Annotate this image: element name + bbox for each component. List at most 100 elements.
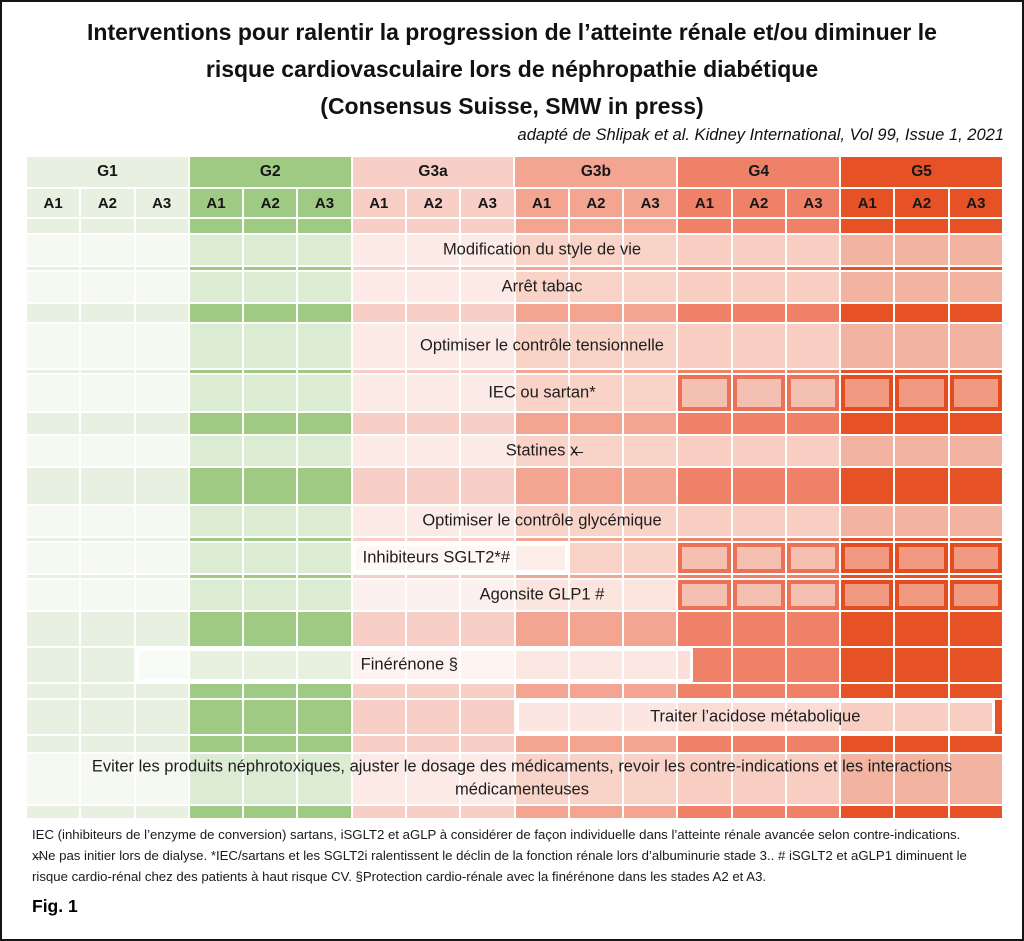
cell-g1-a1 bbox=[27, 580, 80, 610]
cell-g1-a2 bbox=[81, 580, 134, 610]
cell-g3a-a2 bbox=[406, 806, 460, 818]
cell-g3b-a2 bbox=[569, 538, 623, 541]
cell-g1-a2 bbox=[81, 413, 134, 434]
cell-g2-a1 bbox=[189, 736, 243, 752]
source-citation: adapté de Shlipak et al. Kidney Internat… bbox=[517, 126, 1004, 144]
cell-g1-a1 bbox=[27, 700, 80, 734]
cell-g4-a2 bbox=[732, 219, 785, 233]
cell-g3b-a1 bbox=[515, 267, 568, 270]
cell-g1-a2 bbox=[81, 700, 134, 734]
cell-g5-a1 bbox=[841, 272, 894, 302]
row-tensionnelle: Optimiser le contrôle tensionnelle bbox=[27, 324, 1002, 368]
cell-g5-a2 bbox=[895, 538, 948, 541]
cell-g2-a1 bbox=[189, 272, 243, 302]
cell-g1-a2 bbox=[81, 806, 134, 818]
cell-g3a-a1 bbox=[352, 575, 405, 578]
cell-g2-a2 bbox=[244, 736, 297, 752]
cell-g1-a2 bbox=[81, 235, 134, 265]
cell-g5-a1 bbox=[841, 575, 894, 578]
cell-g1-a1 bbox=[27, 506, 80, 536]
cell-g3b-a3 bbox=[624, 304, 677, 322]
spacer-row bbox=[27, 267, 1002, 270]
cell-g4-a1 bbox=[678, 575, 731, 578]
column-group-header-g4: G4 bbox=[678, 157, 840, 187]
cell-g4-a1 bbox=[678, 806, 731, 818]
cell-g5-a2 bbox=[895, 580, 948, 610]
cell-g3b-a1 bbox=[515, 468, 568, 504]
cell-g3a-a1 bbox=[352, 736, 405, 752]
cell-g4-a1 bbox=[678, 506, 731, 536]
cell-g5-a2 bbox=[895, 272, 948, 302]
cell-g5-a2 bbox=[895, 235, 948, 265]
cell-g5-a1 bbox=[841, 267, 894, 270]
cell-g5-a2 bbox=[895, 506, 948, 536]
cell-g2-a3 bbox=[298, 370, 351, 373]
cell-g5-a2 bbox=[895, 684, 948, 698]
cell-g5-a1 bbox=[841, 612, 894, 646]
cell-g3b-a2 bbox=[569, 543, 623, 573]
row-sglt2: Inhibiteurs SGLT2*# bbox=[27, 543, 1002, 573]
cell-g3a-a3 bbox=[461, 219, 514, 233]
cell-g3b-a1 bbox=[515, 612, 568, 646]
cell-g5-a2 bbox=[895, 413, 948, 434]
cell-g3b-a3 bbox=[624, 684, 677, 698]
spacer-row bbox=[27, 468, 1002, 504]
cell-g5-a2 bbox=[895, 754, 948, 804]
cell-g3a-a2 bbox=[406, 304, 460, 322]
cell-g4-a2 bbox=[732, 806, 785, 818]
subcolumn-header-g3a-a1: A1 bbox=[352, 189, 405, 217]
row-finerenone: Finérénone § bbox=[27, 648, 1002, 682]
consensus-table: G1 G2 G3a G3b G4 G5 A1 A2 A3 A1 A2 A3 A1 A2 A3 A1 A2 A3 A1… bbox=[27, 157, 1002, 820]
cell-g1-a3 bbox=[135, 754, 188, 804]
intervention-label-sglt2: Inhibiteurs SGLT2*# bbox=[362, 548, 511, 567]
cell-g3a-a2 bbox=[406, 413, 460, 434]
cell-g1-a3 bbox=[135, 543, 188, 573]
cell-g3a-a1 bbox=[352, 219, 405, 233]
cell-g1-a2 bbox=[81, 468, 134, 504]
cell-g3b-a2 bbox=[569, 375, 623, 411]
cell-g2-a2 bbox=[244, 370, 297, 373]
cell-g3b-a3 bbox=[624, 235, 677, 265]
subcolumn-header-g2-a3: A3 bbox=[298, 189, 351, 217]
subcolumn-header-g5-a1: A1 bbox=[841, 189, 894, 217]
cell-g5-a3 bbox=[949, 580, 1002, 610]
cell-g2-a3 bbox=[298, 754, 351, 804]
cell-g4-a1 bbox=[678, 736, 731, 752]
cell-g3b-a2 bbox=[569, 304, 623, 322]
cell-g3a-a3 bbox=[461, 370, 514, 373]
highlight-box-sglt2 bbox=[352, 543, 568, 573]
cell-g3a-a2 bbox=[406, 267, 460, 270]
cell-g5-a3 bbox=[949, 413, 1002, 434]
cell-g4-a3 bbox=[786, 267, 840, 270]
subcolumn-header-g1-a1: A1 bbox=[27, 189, 80, 217]
cell-g4-a3 bbox=[786, 370, 840, 373]
cell-g1-a2 bbox=[81, 375, 134, 411]
cell-g4-a2 bbox=[732, 413, 785, 434]
cell-g4-a1 bbox=[678, 304, 731, 322]
cell-g1-a3 bbox=[135, 736, 188, 752]
cell-g2-a1 bbox=[189, 612, 243, 646]
cell-g3b-a1 bbox=[515, 538, 568, 541]
cell-g5-a2 bbox=[895, 324, 948, 368]
subcolumn-header-g1-a3: A3 bbox=[135, 189, 188, 217]
cell-g5-a3 bbox=[949, 219, 1002, 233]
cell-g2-a3 bbox=[298, 506, 351, 536]
cell-g2-a1 bbox=[189, 580, 243, 610]
cell-g1-a1 bbox=[27, 468, 80, 504]
cell-g4-a2 bbox=[732, 506, 785, 536]
cell-g3a-a3 bbox=[461, 806, 514, 818]
cell-g2-a1 bbox=[189, 267, 243, 270]
cell-g2-a2 bbox=[244, 413, 297, 434]
cell-g3b-a1 bbox=[515, 684, 568, 698]
cell-g3a-a1 bbox=[352, 324, 405, 368]
cell-g1-a2 bbox=[81, 736, 134, 752]
cell-g5-a1 bbox=[841, 375, 894, 411]
cell-g5-a2 bbox=[895, 219, 948, 233]
cell-g3a-a3 bbox=[461, 468, 514, 504]
cell-g2-a3 bbox=[298, 580, 351, 610]
cell-g3a-a1 bbox=[352, 684, 405, 698]
cell-g3b-a3 bbox=[624, 219, 677, 233]
cell-g1-a1 bbox=[27, 370, 80, 373]
cell-g3b-a2 bbox=[569, 370, 623, 373]
cell-g2-a1 bbox=[189, 806, 243, 818]
